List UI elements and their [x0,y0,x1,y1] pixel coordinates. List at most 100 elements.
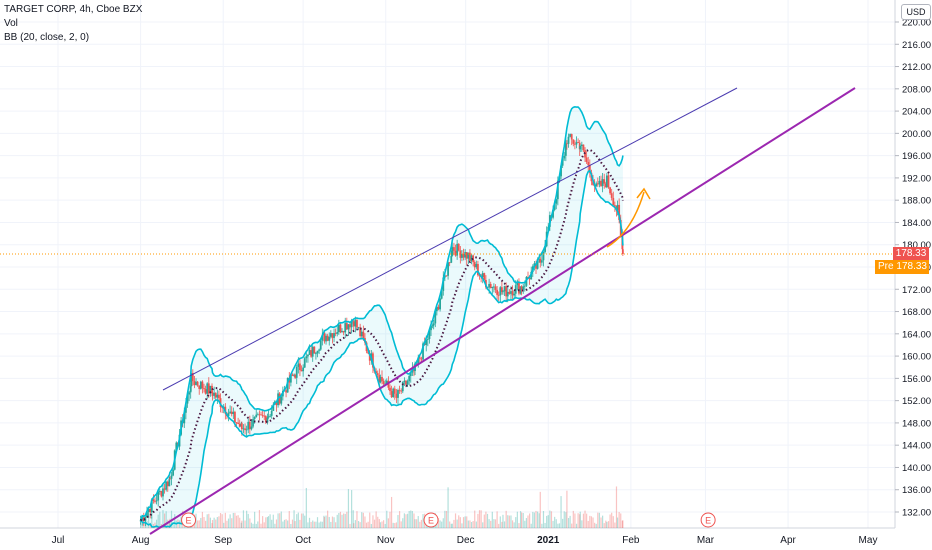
bollinger-band-fill [140,106,623,528]
volume-bar [472,521,474,528]
volume-bar [247,513,249,528]
volume-bar [294,521,296,528]
volume-bar [362,512,364,528]
currency-badge[interactable]: USD [901,4,931,20]
candle-body [519,286,522,294]
price-tick-label: 184.00 [902,218,931,229]
volume-bar [341,514,343,528]
price-tick-label: 164.00 [902,329,931,340]
volume-bar [333,517,335,528]
candle-body [406,381,409,385]
candle-body [451,247,454,256]
volume-bar [466,516,468,528]
candle-body [376,373,379,376]
candle-body [574,143,576,145]
candle-body [570,134,573,140]
volume-bar [377,516,379,528]
candle-body [319,340,322,350]
candle-body [569,134,572,137]
volume-bar [275,519,278,528]
volume-bar [462,517,465,528]
volume-bar [343,513,345,528]
candle-body [152,499,155,501]
candle-body [596,183,599,185]
volume-bar [240,522,242,528]
volume-bar [168,523,170,528]
candle-body [341,331,343,333]
volume-bar [611,512,613,528]
volume-bar [499,516,501,528]
volume-bar [195,513,197,528]
candle-body [616,204,619,211]
candle-body [467,252,470,259]
candle-body [560,165,562,177]
candle-body [502,291,504,293]
candle-body [198,385,201,389]
candle-body [258,414,261,416]
candle-body [408,376,411,382]
volume-bar [159,511,161,528]
volume-bar [566,490,568,528]
candle-body [552,209,554,218]
candle-body [542,251,545,261]
volume-bar [216,517,218,528]
volume-bar [323,515,325,528]
candle-body [437,306,440,310]
candle-body [572,139,575,144]
candle-body [165,481,168,490]
candle-body [575,142,578,145]
candle-body [162,488,164,497]
candle-body [600,180,602,186]
candle-body [196,381,199,386]
volume-bar [318,522,320,528]
volume-bar [541,523,543,528]
candle-body [398,390,401,391]
candle-body [344,323,347,333]
volume-bar [395,522,397,528]
candle-body [403,380,406,383]
volume-bar [386,510,388,528]
volume-bar [598,512,601,528]
volume-bar [354,520,356,528]
volume-bar [283,519,286,528]
volume-bar [203,517,205,528]
volume-bar [260,523,262,528]
volume-bar [475,521,477,528]
volume-bar [305,487,307,528]
volume-bar [572,510,574,528]
volume-bar [483,514,485,528]
volume-bar [558,523,561,528]
volume-bar [451,523,453,528]
candle-body [269,415,271,417]
time-tick-label: Apr [780,535,796,546]
volume-bar [257,521,259,528]
volume-bar [560,496,562,528]
volume-bar [606,521,608,528]
candle-body [219,398,222,408]
candle-body [266,417,269,423]
candle-body [566,143,568,145]
candle-body [337,324,340,333]
volume-bar [547,515,549,528]
time-tick-label: Nov [377,535,395,546]
candle-body [477,263,479,276]
candle-body [393,388,396,394]
volume-bar [615,486,618,528]
candle-body [604,183,607,188]
candle-body [278,393,281,404]
volume-bar [218,516,220,528]
volume-bar [454,513,457,528]
volume-bar [369,512,371,528]
volume-bar [242,510,245,528]
volume-bar [244,520,246,528]
candle-body [260,414,262,416]
candle-body [297,363,300,367]
volume-bar [546,515,548,528]
volume-bar [464,516,466,528]
volume-bar [266,517,269,528]
candle-body [334,333,337,334]
volume-bar [592,517,594,528]
candle-body [494,286,497,290]
candle-body [209,385,212,394]
candle-body [149,508,152,513]
